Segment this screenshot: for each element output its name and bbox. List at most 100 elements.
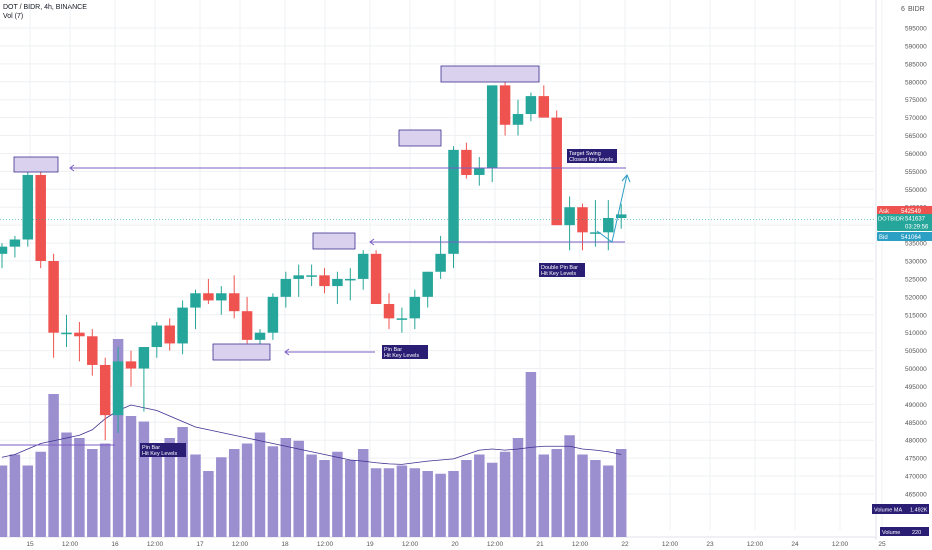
- volume-bar: [48, 394, 59, 537]
- key-level-box: [312, 232, 356, 250]
- y-tick-label: 555000: [905, 169, 927, 176]
- candle-body: [216, 293, 227, 301]
- volume-bar: [332, 451, 343, 537]
- volume-bar: [319, 460, 330, 537]
- x-tick-label: 25: [878, 541, 886, 548]
- symbol-title: DOT / BIDR, 4h, BINANCE: [3, 4, 87, 11]
- bar-countdown: 03:29:56: [905, 225, 929, 231]
- annotation-target-swing-bg: [567, 149, 617, 163]
- candle-body: [9, 239, 21, 247]
- candle-body: [99, 364, 111, 416]
- candle-body: [383, 304, 395, 319]
- candle-body: [396, 318, 408, 320]
- x-tick-label: 12:00: [572, 541, 589, 548]
- candle-body: [551, 117, 562, 226]
- volume-badge-label: Volume: [882, 530, 900, 536]
- candle-body: [512, 114, 524, 125]
- volume-bar: [228, 449, 240, 537]
- chart-header: DOT / BIDR, 4h, BINANCE Vol (7): [3, 3, 87, 21]
- annotation-pin-bar-2-line1: Pin Bar: [384, 347, 402, 353]
- candle-body: [615, 214, 627, 218]
- volume-badge-bg: [880, 527, 929, 536]
- volume-bar: [525, 372, 537, 537]
- candle-body: [203, 293, 214, 301]
- volume-ma-badge-label: Volume MA: [874, 508, 902, 514]
- candle-body: [61, 332, 72, 335]
- x-tick-label: 12:00: [832, 541, 849, 548]
- y-tick-label: 530000: [905, 259, 927, 266]
- y-tick-label: 465000: [905, 492, 927, 499]
- y-tick-label: 525000: [905, 276, 927, 283]
- volume-bar: [241, 443, 253, 537]
- y-tick-label: 535000: [905, 241, 927, 248]
- volume-bar: [0, 465, 8, 537]
- x-tick-label: 12:00: [747, 541, 764, 548]
- ask-badge-bg: [877, 206, 932, 215]
- x-tick-label: 12:00: [232, 541, 249, 548]
- candle-body: [409, 296, 421, 319]
- key-level-box: [440, 65, 540, 83]
- volume-bar: [35, 451, 46, 537]
- candle-body: [138, 347, 150, 369]
- volume-bar: [61, 432, 72, 537]
- last-price-value: 541637: [905, 217, 926, 223]
- pin-bar-arrow-line-head: [284, 348, 290, 356]
- volume-bar: [538, 454, 550, 537]
- x-tick-label: 24: [791, 541, 799, 548]
- x-tick-label: 12:00: [402, 541, 419, 548]
- candle-body: [164, 325, 175, 344]
- key-level-box: [13, 156, 59, 173]
- volume-bar: [267, 446, 279, 537]
- volume-bar: [216, 457, 227, 537]
- volume-ma-badge-value: 1.492K: [910, 508, 928, 514]
- annotation-pin-bar-1-bg: [140, 443, 186, 457]
- candle-body: [35, 174, 46, 261]
- volume-bar: [615, 449, 627, 537]
- candle-body: [241, 311, 253, 340]
- x-tick-label: 16: [111, 541, 119, 548]
- candle-body: [87, 336, 98, 365]
- y-tick-label: 485000: [905, 420, 927, 427]
- volume-bar: [551, 449, 562, 537]
- candle-body: [177, 307, 188, 344]
- candle-body: [357, 253, 369, 279]
- volume-bar: [383, 468, 395, 537]
- x-tick-label: 19: [366, 541, 374, 548]
- ask-badge-text: 542549: [901, 209, 922, 215]
- y-tick-label: 510000: [905, 330, 927, 337]
- volume-bar: [99, 443, 111, 537]
- annotation-pin-bar-1-line1: Pin Bar: [142, 445, 160, 451]
- candle-body: [603, 217, 614, 233]
- key-level-box: [398, 129, 442, 147]
- volume-bar: [512, 438, 524, 537]
- y-tick-label: 580000: [905, 79, 927, 86]
- x-tick-label: 18: [281, 541, 289, 548]
- volume-bar: [603, 465, 614, 537]
- x-tick-label: 12:00: [147, 541, 164, 548]
- annotation-double-pin-bar-line1: Double Pin Bar: [541, 265, 578, 271]
- candle-body: [422, 271, 433, 297]
- y-tick-label: 585000: [905, 61, 927, 68]
- volume-bar: [293, 440, 304, 537]
- projection-arrow-head: [621, 174, 631, 183]
- volume-bar: [461, 460, 472, 537]
- y-tick-label: 505000: [905, 348, 927, 355]
- candle-body: [345, 278, 356, 281]
- volume-bar: [357, 449, 369, 537]
- candle-body: [190, 293, 201, 308]
- y-tick-label: 520000: [905, 294, 927, 301]
- volume-bar: [164, 438, 175, 537]
- y-tick-label: 490000: [905, 402, 927, 409]
- volume-bar: [125, 416, 137, 537]
- candle-body: [525, 96, 537, 115]
- volume-bar: [138, 421, 150, 537]
- candle-body: [306, 275, 317, 277]
- volume-bar: [486, 462, 498, 537]
- candle-body: [448, 149, 459, 254]
- y-tick-label: 475000: [905, 456, 927, 463]
- support-arrow-line-head: [369, 238, 375, 246]
- candle-body: [151, 325, 163, 348]
- volume-bar: [203, 471, 214, 537]
- candle-body: [22, 174, 34, 240]
